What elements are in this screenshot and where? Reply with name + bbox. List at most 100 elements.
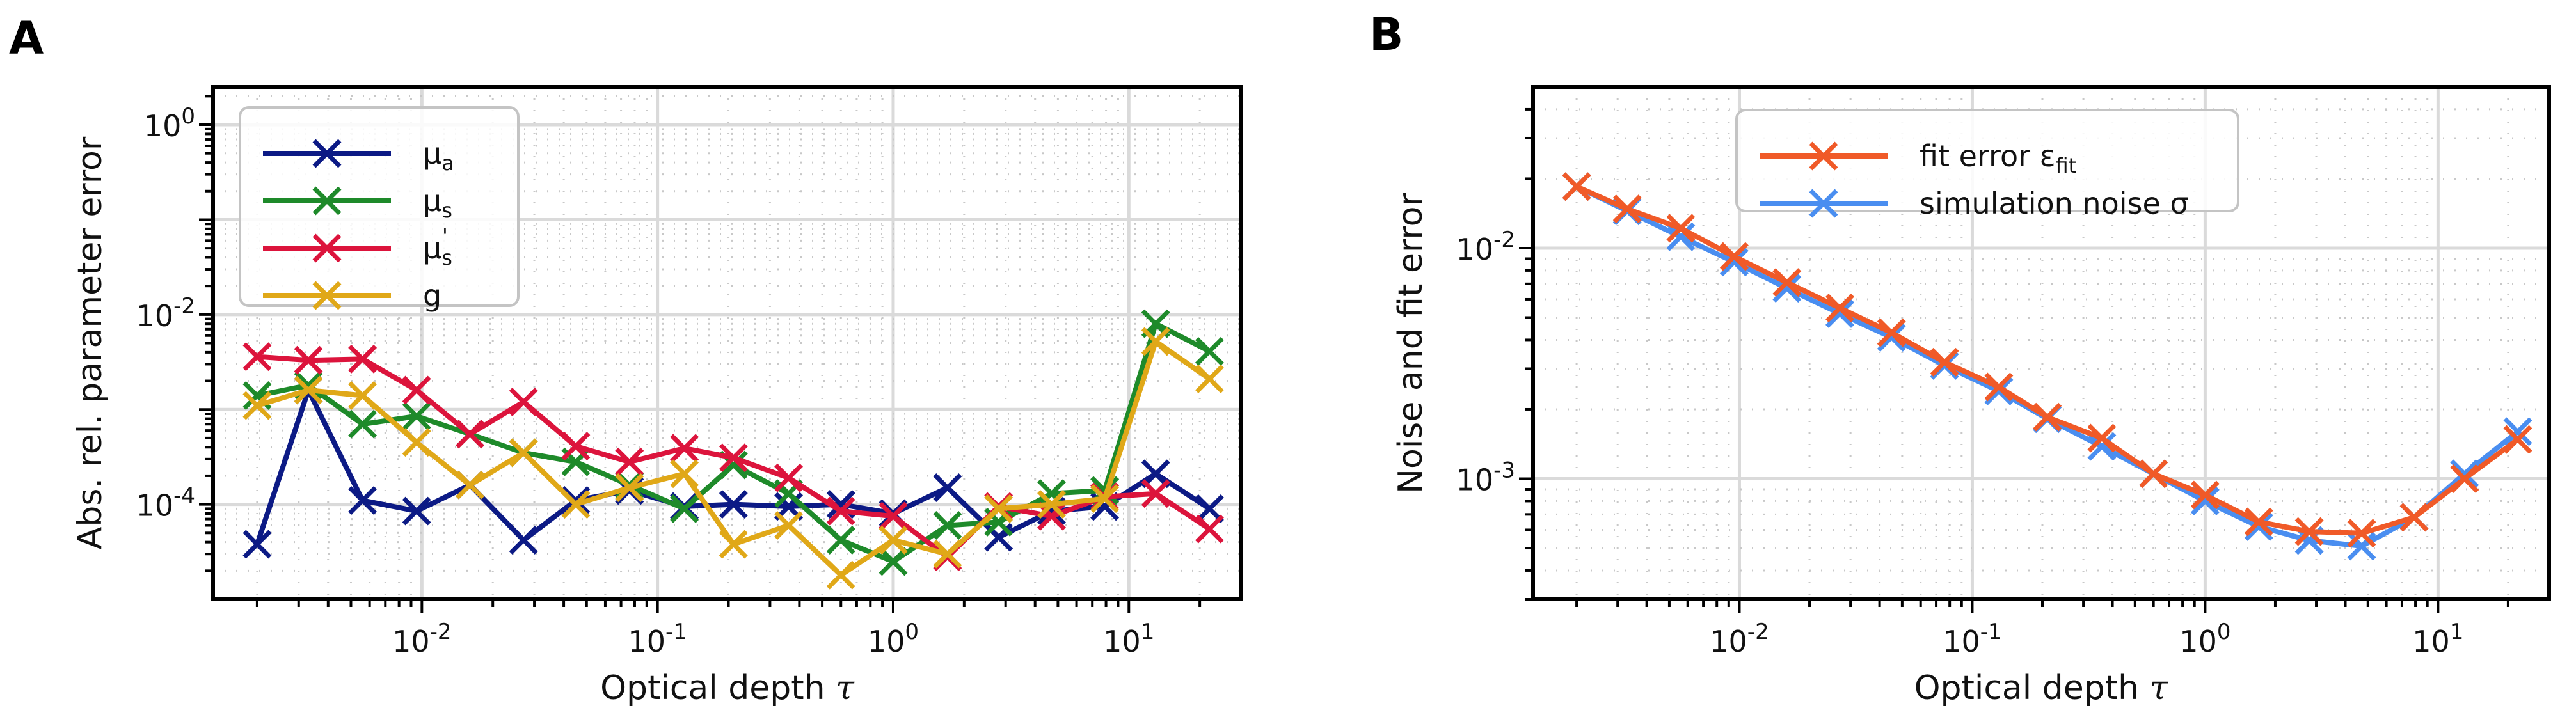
ticks — [1519, 107, 2509, 613]
series-2 — [1562, 172, 2532, 548]
data-point — [670, 494, 699, 523]
data-point — [294, 375, 323, 405]
data-point — [348, 409, 378, 439]
y-tick-label: 10-2 — [136, 294, 195, 333]
x-tick-label: 10-2 — [392, 619, 451, 659]
data-point — [1195, 336, 1224, 366]
data-point — [670, 434, 699, 463]
data-point — [561, 432, 591, 461]
data-point — [456, 470, 484, 500]
legend-marker — [312, 186, 342, 216]
plot-frame — [1531, 85, 2551, 601]
data-point — [348, 381, 378, 411]
data-point — [561, 485, 591, 515]
y-tick-label: 10-3 — [1456, 457, 1515, 497]
data-point — [2087, 432, 2117, 461]
data-point — [1666, 222, 1696, 251]
legend-entry: μs — [263, 184, 452, 223]
data-point — [879, 526, 908, 555]
data-point — [984, 494, 1014, 523]
data-point — [2347, 519, 2376, 548]
series-3 — [242, 342, 1224, 572]
data-point — [1772, 268, 1802, 297]
data-point — [2244, 507, 2273, 537]
legend-entry: μa — [263, 136, 454, 175]
legend-label: μs' — [423, 224, 452, 270]
data-point — [1195, 514, 1224, 544]
data-point — [719, 530, 748, 559]
x-tick-label: 100 — [2179, 619, 2230, 659]
data-point — [561, 490, 591, 519]
x-tick-label: 100 — [868, 619, 919, 659]
data-point — [294, 345, 323, 375]
data-point — [774, 511, 804, 540]
data-point — [933, 511, 962, 540]
data-point — [348, 485, 378, 515]
x-tick-label: 10-1 — [628, 619, 687, 659]
data-point — [826, 560, 855, 590]
x-tick-label: 101 — [2412, 619, 2463, 659]
data-point — [2347, 531, 2376, 561]
series-line — [1575, 184, 2520, 536]
data-point — [826, 526, 855, 555]
legend-entry: fit error εfit — [1760, 139, 2076, 178]
data-point — [2450, 464, 2479, 493]
data-point — [933, 473, 962, 502]
data-point — [1090, 484, 1120, 514]
data-point — [670, 459, 699, 489]
panel-label-a: A — [9, 12, 44, 65]
data-point — [879, 547, 908, 576]
data-point — [615, 473, 644, 502]
legend: fit error εfit simulation noise σ — [1735, 109, 2239, 221]
x-tick-label: 10-2 — [1710, 619, 1769, 659]
data-point — [1825, 294, 1854, 323]
legend-marker — [1809, 141, 1838, 171]
legend-entry: simulation noise σ — [1760, 186, 2189, 221]
data-point — [1141, 479, 1170, 508]
legend-label: g — [423, 278, 441, 313]
chart-panel-a: 10-2 10-1 100 101 10-4 10-2 100 Optical depth τ… — [71, 85, 1243, 707]
data-point — [509, 438, 538, 468]
data-point — [242, 391, 272, 420]
x-axis-label: Optical depth τ — [600, 669, 855, 707]
legend-label: fit error εfit — [1920, 139, 2076, 178]
data-point — [1877, 318, 1906, 347]
data-point — [2033, 402, 2062, 432]
panel-label-b: B — [1369, 8, 1403, 61]
data-point — [1719, 242, 1749, 271]
chart-panel-b: 10-2 10-1 100 101 10-3 10-2 Optical depth τ Noi… — [1392, 85, 2551, 707]
data-point — [1141, 327, 1170, 356]
data-point — [2503, 417, 2532, 446]
data-point — [402, 428, 431, 457]
y-axis-label: Abs. rel. parameter error — [71, 136, 109, 549]
legend-label: simulation noise σ — [1920, 186, 2189, 221]
series-2 — [242, 309, 1224, 576]
x-tick-label: 101 — [1103, 619, 1154, 659]
data-point — [1930, 347, 1959, 377]
series-line — [1575, 184, 2520, 549]
legend-box — [1735, 109, 2239, 212]
data-point — [1666, 214, 1696, 243]
legend-box — [239, 106, 520, 307]
y-tick-label: 10-2 — [1456, 227, 1515, 267]
series-4 — [242, 327, 1224, 590]
y-axis-label: Noise and fit error — [1392, 193, 1430, 494]
legend-marker — [312, 281, 342, 310]
data-point — [774, 463, 804, 492]
data-point — [826, 496, 855, 526]
legend-entry: μs' — [263, 224, 452, 270]
legend-marker — [1809, 189, 1838, 218]
legend-marker — [312, 233, 342, 263]
data-point — [1612, 194, 1642, 224]
data-point — [2399, 503, 2429, 532]
y-tick-label: 10-4 — [136, 484, 195, 523]
data-point — [402, 402, 431, 431]
data-point — [2087, 423, 2117, 453]
data-point — [1195, 494, 1224, 523]
data-point — [402, 496, 431, 526]
data-point — [242, 342, 272, 372]
data-point — [402, 375, 431, 405]
data-point — [509, 387, 538, 416]
